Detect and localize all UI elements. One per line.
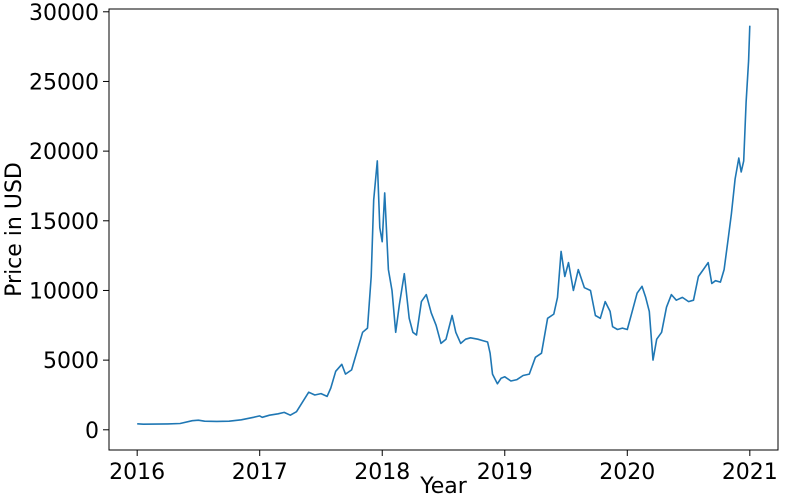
x-tick-label: 2017	[232, 460, 288, 485]
y-tick-label: 20000	[29, 140, 99, 165]
y-axis-title: Price in USD	[2, 162, 27, 297]
axes-frame	[108, 8, 779, 451]
y-tick-label: 25000	[29, 70, 99, 95]
price-series-line	[137, 25, 751, 426]
plot-content	[137, 25, 751, 426]
x-axis-ticks: 2016 2017 2018 2019 2020 2021	[109, 450, 778, 485]
x-tick-label: 2016	[109, 460, 165, 485]
y-tick-label: 0	[85, 419, 99, 444]
x-tick-label: 2019	[477, 460, 533, 485]
x-tick-label: 2021	[722, 460, 778, 485]
y-tick-label: 10000	[29, 279, 99, 304]
x-tick-label: 2020	[599, 460, 655, 485]
y-tick-label: 15000	[29, 210, 99, 235]
x-tick-label: 2018	[354, 460, 410, 485]
y-axis-ticks: 0 5000 10000 15000 20000 25000 30000	[29, 1, 109, 444]
y-tick-label: 30000	[29, 1, 99, 26]
y-tick-label: 5000	[43, 349, 99, 374]
x-axis-title: Year	[419, 474, 468, 499]
